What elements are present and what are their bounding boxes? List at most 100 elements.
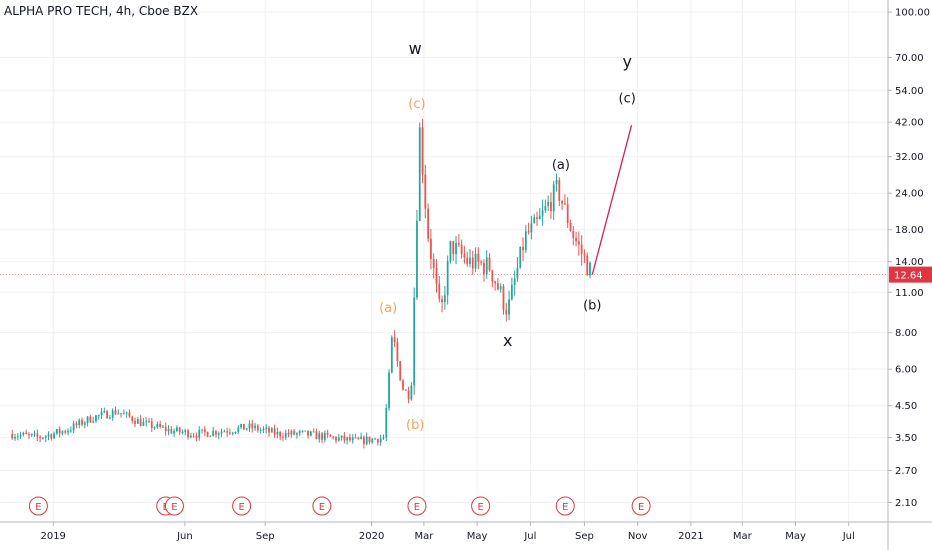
candle-body [251,423,254,429]
candle-body [427,208,430,239]
candle-body [497,283,499,290]
candle-body [329,434,332,437]
candle-body [206,432,209,437]
candle-body [390,337,393,373]
candle-body [279,431,282,437]
candle-body [421,127,424,175]
candle-body [50,434,53,439]
time-tick-label: Jun [176,531,193,542]
candle-body [259,429,262,431]
candle-body [455,242,457,255]
candle-body [22,432,25,435]
candle-body [550,201,552,212]
candle-body [510,285,513,300]
time-tick-label: Sep [256,531,275,542]
candle-body [212,430,215,436]
candle-body [134,420,136,424]
candle-body [242,424,245,430]
candle-body [474,253,477,269]
candle-body [111,410,114,418]
candle-body [273,428,276,435]
candle-body [156,423,159,428]
candle-body [382,437,385,439]
time-tick-label: Nov [628,531,648,542]
candle-body [340,435,343,438]
candle-body [443,295,446,303]
candle-body [430,238,432,259]
candle-body [491,270,494,282]
candle-body [284,432,287,438]
candle-body [552,184,555,212]
candle-body [335,436,337,441]
earnings-marker[interactable] [312,496,332,516]
candle-body [176,427,178,432]
candle-body [192,435,195,437]
candle-body [81,420,83,425]
projection-line[interactable] [591,125,633,275]
candle-body [131,416,134,421]
candle-body [39,436,42,439]
candle-body [95,415,97,422]
candle-body [418,127,421,221]
candle-body [396,342,399,362]
earnings-marker[interactable] [164,496,184,516]
candle-body [499,286,502,290]
earnings-marker[interactable] [471,496,491,516]
candle-body [569,222,572,231]
candle-body [480,261,483,263]
candle-body [173,431,176,434]
earnings-marker[interactable] [28,496,48,516]
candle-body [374,438,376,440]
wave-label: (b) [406,418,424,433]
price-tick-label: 70.00 [895,53,924,64]
candle-body [53,433,55,439]
candle-body [502,286,505,310]
earnings-marker-label: E [562,502,568,513]
wave-label: (a) [379,301,397,316]
candle-body [195,435,198,438]
candle-body [106,411,109,419]
candle-body [100,411,103,416]
candle-body [92,421,95,423]
earnings-marker[interactable] [555,496,575,516]
candle-body [438,283,441,300]
price-tick-label: 24.00 [895,189,924,200]
candle-body [262,429,265,431]
earnings-marker[interactable] [631,496,651,516]
wave-label: (b) [583,299,601,314]
price-tick-label: 8.00 [895,328,917,339]
candle-body [240,424,243,428]
candle-body [231,432,234,434]
candle-body [533,217,536,224]
candle-body [14,437,16,439]
candle-body [201,429,203,431]
candle-body [86,416,89,423]
candle-body [516,267,519,279]
earnings-marker-label: E [638,502,644,513]
candle-body [446,260,449,296]
earnings-marker-label: E [414,502,420,513]
candle-body [28,434,30,436]
time-tick-label: May [785,531,806,542]
candle-body [346,437,349,441]
candle-body [435,267,438,284]
time-tick-label: 2021 [678,531,703,542]
candle-body [47,434,50,437]
candle-body [376,438,379,443]
candle-body [83,422,86,425]
candle-body [97,415,100,417]
candle-body [393,337,396,343]
candle-body [229,432,231,434]
candle-body [580,244,583,254]
candle-body [270,428,273,433]
candle-body [541,210,544,216]
price-tick-label: 11.00 [895,288,924,299]
earnings-marker[interactable] [232,496,252,516]
price-tick-label: 4.50 [895,401,917,412]
candle-body [25,432,28,435]
earnings-marker[interactable] [407,496,427,516]
candle-body [296,433,298,435]
earnings-marker-label: E [319,502,325,513]
